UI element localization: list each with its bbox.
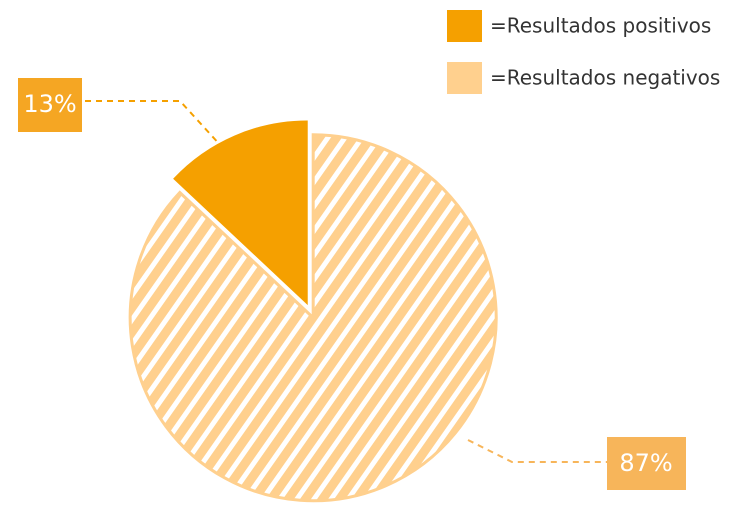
leader-line: [85, 100, 223, 148]
label-box: [18, 78, 82, 132]
pie: [128, 120, 498, 503]
label-box: [607, 437, 686, 490]
legend: =Resultados positivos =Resultados negativ…: [447, 10, 720, 94]
pie-slice: [128, 133, 498, 503]
pie-slice: [173, 120, 308, 306]
data-label: 87%: [619, 449, 672, 477]
leader-line: [467, 439, 607, 463]
legend-swatch: [447, 62, 482, 94]
legend-label: =Resultados positivos: [490, 14, 711, 38]
legend-label: =Resultados negativos: [490, 66, 720, 90]
data-label: 13%: [23, 90, 76, 118]
legend-swatch: [447, 10, 482, 42]
